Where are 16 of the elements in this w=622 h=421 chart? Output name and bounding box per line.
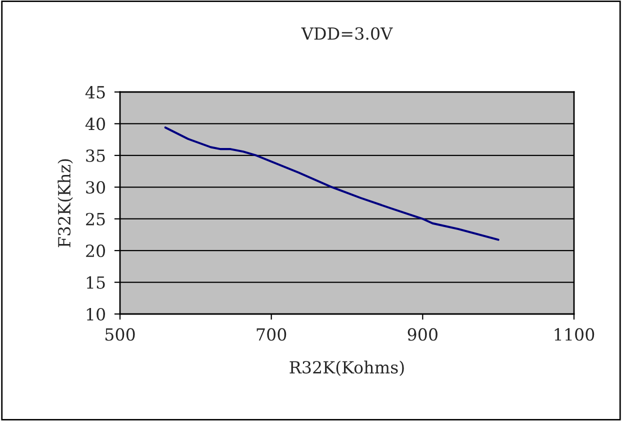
x-axis-title: R32K(Kohms)	[290, 360, 404, 376]
y-tick-label: 35	[86, 149, 105, 162]
y-tick-label: 10	[86, 308, 106, 321]
x-tick-label: 500	[106, 328, 135, 341]
y-tick-label: 25	[86, 212, 105, 226]
y-tick-label: 30	[86, 181, 106, 194]
y-tick-label: 20	[86, 244, 106, 258]
y-tick-label: 40	[85, 118, 106, 130]
y-axis-title: F32K(Khz)	[58, 159, 73, 248]
y-tick-label: 45	[85, 86, 105, 99]
y-tick-label: 15	[86, 276, 105, 289]
x-tick-label: 1100	[554, 328, 594, 341]
chart-title: VDD=3.0V	[301, 27, 393, 40]
x-tick-label: 700	[256, 328, 286, 341]
line-series	[164, 126, 500, 241]
x-tick-label: 900	[408, 328, 438, 341]
